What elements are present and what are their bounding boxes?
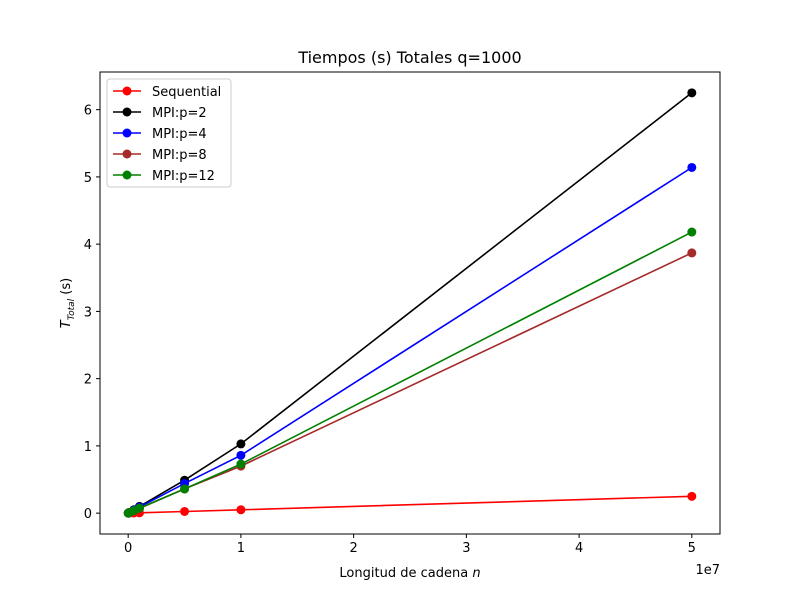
plot-frame bbox=[99, 71, 721, 535]
legend-entry: MPI:p=12 bbox=[113, 169, 215, 184]
x-tick-label: 2 bbox=[349, 541, 357, 556]
legend-entry: MPI:p=8 bbox=[113, 148, 207, 163]
legend-label: MPI:p=2 bbox=[152, 106, 207, 121]
legend: Sequential MPI:p=2 MPI:p=4 MPI:p=8 MPI:p=12 bbox=[106, 78, 232, 188]
x-tick-label: 0 bbox=[124, 541, 132, 556]
legend-marker bbox=[122, 149, 132, 159]
data-point bbox=[687, 491, 697, 501]
legend-label: MPI:p=12 bbox=[152, 169, 215, 184]
x-axis-offset-label: 1e7 bbox=[695, 563, 720, 578]
data-point bbox=[236, 459, 246, 469]
data-point bbox=[236, 439, 246, 449]
y-tick-label: 4 bbox=[84, 238, 92, 253]
data-point bbox=[134, 503, 144, 513]
x-axis-label-variable: n bbox=[472, 566, 480, 581]
legend-label: Sequential bbox=[152, 85, 221, 100]
x-tick-label: 5 bbox=[688, 541, 696, 556]
chart-title: Tiempos (s) Totales q=1000 bbox=[297, 48, 521, 67]
y-tick-label: 6 bbox=[84, 104, 92, 119]
y-axis-label-subscript: Total bbox=[67, 298, 77, 320]
x-tick-label: 4 bbox=[575, 541, 583, 556]
legend-marker bbox=[122, 170, 132, 180]
y-axis-label-main: T bbox=[59, 319, 74, 328]
data-point bbox=[236, 505, 246, 515]
x-tick-label: 3 bbox=[462, 541, 470, 556]
legend-entry: MPI:p=2 bbox=[113, 106, 207, 121]
x-axis-label-text: Longitud de cadena bbox=[339, 566, 472, 581]
y-axis-label: TTotal (s) bbox=[59, 278, 77, 328]
y-tick-label: 2 bbox=[84, 373, 92, 388]
legend-marker bbox=[122, 128, 132, 138]
series-4 bbox=[123, 227, 697, 518]
x-axis-label: Longitud de cadena n bbox=[339, 566, 480, 581]
legend-entry: Sequential bbox=[113, 85, 221, 100]
data-point bbox=[687, 248, 697, 258]
legend-label: MPI:p=4 bbox=[152, 127, 207, 142]
legend-marker bbox=[122, 86, 132, 96]
data-point bbox=[687, 227, 697, 237]
legend-label: MPI:p=8 bbox=[152, 148, 207, 163]
y-tick-label: 5 bbox=[84, 171, 92, 186]
y-axis-label-unit: (s) bbox=[59, 278, 74, 299]
data-point bbox=[180, 506, 190, 516]
data-point bbox=[687, 88, 697, 98]
y-tick-label: 3 bbox=[84, 305, 92, 320]
data-point bbox=[687, 162, 697, 172]
legend-entry: MPI:p=4 bbox=[113, 127, 207, 142]
legend-box bbox=[106, 78, 232, 188]
data-point bbox=[236, 450, 246, 460]
data-point bbox=[180, 484, 190, 494]
y-tick-label: 0 bbox=[84, 507, 92, 522]
y-tick-label: 1 bbox=[84, 440, 92, 455]
x-tick-label: 1 bbox=[237, 541, 245, 556]
legend-marker bbox=[122, 107, 132, 117]
